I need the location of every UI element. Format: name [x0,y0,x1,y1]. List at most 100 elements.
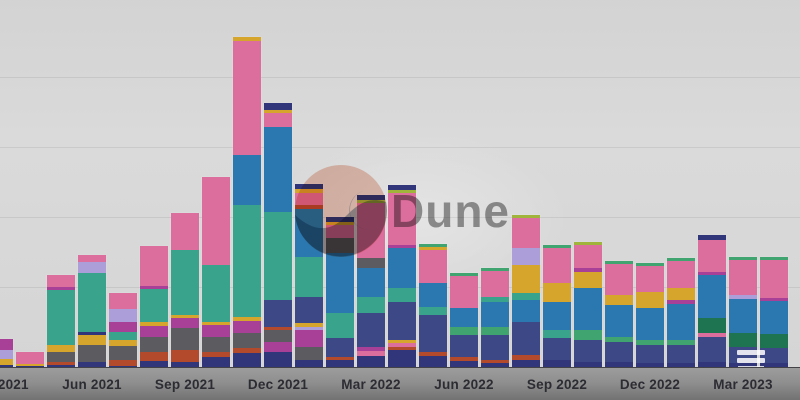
bar-segment-magenta[interactable] [171,318,199,328]
bar-segment-blue[interactable] [450,308,478,327]
stacked-bar-oct-2022[interactable] [574,242,602,368]
bar-segment-teal[interactable] [419,307,447,315]
bar-segment-pink[interactable] [357,203,385,258]
bar-segment-rust[interactable] [264,327,292,330]
bar-segment-blue[interactable] [667,304,695,340]
bar-segment-navy[interactable] [264,103,292,110]
bar-segment-pink[interactable] [481,271,509,297]
bar-segment-gold[interactable] [140,322,168,326]
bar-segment-gold[interactable] [233,317,261,321]
stacked-bar-sep-2022[interactable] [543,245,571,368]
bar-segment-gold[interactable] [512,265,540,293]
bar-segment-navy[interactable] [326,360,354,368]
bar-segment-pink[interactable] [419,250,447,283]
bar-segment-navy[interactable] [729,363,757,368]
bar-segment-blue[interactable] [357,268,385,297]
bar-segment-gray[interactable] [78,345,106,362]
bar-segment-green[interactable] [636,340,664,345]
bar-segment-magenta[interactable] [0,339,13,350]
stacked-bar-jan-2022[interactable] [295,184,323,368]
bar-segment-navy[interactable] [233,353,261,368]
bar-segment-teal[interactable] [357,297,385,313]
bar-segment-gold[interactable] [605,295,633,305]
bar-segment-pink[interactable] [233,41,261,155]
bar-segment-rust[interactable] [481,360,509,363]
bar-segment-gold[interactable] [543,283,571,302]
bar-segment-blue[interactable] [264,127,292,212]
bar-segment-green[interactable] [450,327,478,335]
bar-segment-teal[interactable] [264,212,292,300]
bar-segment-lavender[interactable] [512,248,540,265]
bar-segment-pink[interactable] [605,264,633,295]
bar-segment-gray[interactable] [295,347,323,360]
bar-segment-magenta[interactable] [47,287,75,290]
bar-segment-navy[interactable] [264,352,292,368]
bar-segment-gold[interactable] [47,345,75,352]
bar-segment-blue[interactable] [698,275,726,318]
bar-segment-navy[interactable] [667,363,695,368]
bar-segment-pink[interactable] [357,351,385,356]
bar-segment-lavender[interactable] [78,262,106,273]
bar-segment-olive[interactable] [574,242,602,245]
bar-segment-navy[interactable] [512,360,540,368]
bar-segment-gold[interactable] [388,340,416,343]
bar-segment-navy[interactable] [605,362,633,368]
bar-segment-blue[interactable] [512,300,540,322]
bar-segment-gold[interactable] [419,247,447,250]
bar-segment-pink[interactable] [295,193,323,205]
bar-segment-indigo[interactable] [605,342,633,362]
bar-segment-indigo[interactable] [512,322,540,355]
bar-segment-indigo[interactable] [419,315,447,352]
stacked-bar-dec-2022[interactable] [636,263,664,368]
bar-segment-blue[interactable] [388,248,416,288]
bar-segment-pink[interactable] [388,193,416,245]
bar-segment-gold[interactable] [0,359,13,365]
bar-segment-rust[interactable] [512,355,540,360]
bar-segment-teal[interactable] [78,273,106,332]
bar-segment-navy[interactable] [698,362,726,368]
bar-segment-dkgreen[interactable] [729,333,757,347]
bar-segment-teal[interactable] [233,205,261,317]
bar-segment-pink[interactable] [698,333,726,337]
bar-segment-indigo[interactable] [698,337,726,362]
bar-segment-indigo[interactable] [574,340,602,362]
bar-segment-blue[interactable] [419,283,447,307]
bar-segment-gold[interactable] [202,322,230,325]
bar-segment-gold[interactable] [109,340,137,346]
bar-segment-teal[interactable] [543,330,571,338]
bar-segment-pink[interactable] [109,293,137,309]
bar-segment-teal[interactable] [140,289,168,322]
bar-segment-olive[interactable] [512,215,540,218]
bar-segment-indigo[interactable] [326,338,354,357]
stacked-bar-jun-2021[interactable] [78,255,106,368]
bar-segment-pink[interactable] [171,213,199,250]
bar-segment-gold[interactable] [636,292,664,308]
bar-segment-teal[interactable] [512,293,540,300]
bar-segment-green[interactable] [729,257,757,260]
bar-segment-teal[interactable] [202,265,230,322]
bar-segment-rust[interactable] [388,347,416,350]
bar-segment-indigo[interactable] [450,335,478,357]
bar-segment-pink[interactable] [574,245,602,268]
stacked-bar-apr-2023[interactable] [760,257,788,368]
bar-segment-gray[interactable] [264,330,292,342]
bar-segment-navy[interactable] [481,363,509,368]
stacked-bar-aug-2021[interactable] [140,246,168,368]
bar-segment-navy[interactable] [698,235,726,240]
bar-segment-magenta[interactable] [233,321,261,333]
bar-segment-blue[interactable] [543,302,571,330]
stacked-bar-feb-2023[interactable] [698,235,726,368]
bar-segment-pink[interactable] [636,266,664,292]
bar-segment-navy[interactable] [78,332,106,335]
bar-segment-pink[interactable] [16,352,44,364]
bar-segment-blue[interactable] [481,302,509,327]
bar-segment-rust[interactable] [47,362,75,365]
stacked-bar-may-2021[interactable] [47,275,75,368]
bar-segment-navy[interactable] [47,365,75,368]
bar-segment-navy[interactable] [574,362,602,368]
bar-segment-pink[interactable] [667,261,695,288]
bar-segment-indigo[interactable] [760,348,788,363]
bar-segment-olive[interactable] [388,190,416,193]
bar-segment-gold[interactable] [295,323,323,327]
bar-segment-magenta[interactable] [574,268,602,272]
